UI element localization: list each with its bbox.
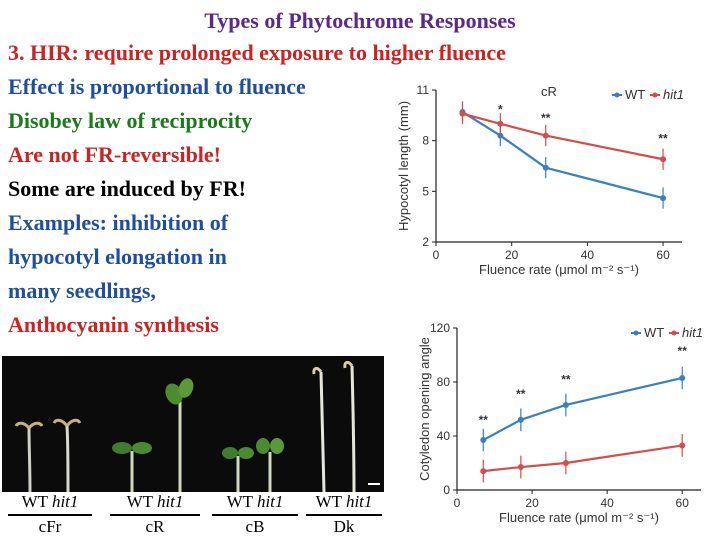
label-wt: WT	[21, 492, 48, 511]
significance-mark: *	[498, 103, 503, 117]
data-point-wt	[660, 195, 667, 202]
bullet-examples-2: hypocotyl elongation in	[8, 244, 227, 269]
label-hit1: hit1	[345, 492, 373, 511]
series-line-hit1	[483, 444, 683, 473]
group-underline	[110, 514, 200, 516]
significance-mark: **	[561, 372, 571, 386]
x-tick-label: 0	[454, 496, 461, 510]
series-line-wt	[482, 376, 683, 442]
bullet-examples-1: Examples: inhibition of	[8, 210, 229, 235]
bullet-not-reversible: Are not FR-reversible!	[8, 142, 222, 167]
x-tick-label: 60	[676, 496, 690, 510]
x-tick-label: 60	[656, 248, 670, 262]
bullet-examples-3: many seedlings,	[8, 278, 156, 303]
group-underline	[8, 514, 92, 516]
seedling-cb-hit1	[256, 438, 284, 492]
label-wt: WT	[226, 492, 253, 511]
chart-title: cR	[541, 84, 557, 99]
y-tick-label: 40	[437, 429, 451, 443]
y-tick-label: 8	[422, 134, 429, 148]
x-tick-label: 20	[505, 248, 519, 262]
bullet-reciprocity: Disobey law of reciprocity	[8, 108, 253, 133]
seedling-dk-hit1	[343, 360, 356, 492]
legend-marker-hit1	[671, 330, 677, 336]
label-condition-cfr: cFr	[38, 516, 62, 536]
data-point-hit1	[480, 468, 487, 475]
seedling-cfr-wt	[14, 421, 44, 492]
hypocotyl-length-chart: 2 5 8 11 0 20 40 60 Fluence rate (μmol m⁻² s⁻¹) H…	[396, 83, 684, 277]
cotyledon-angle-chart: 0 40 80 120 0 20 40 60 Fluence rate (μmol m⁻² s⁻…	[417, 321, 703, 525]
data-point-wt	[497, 132, 504, 139]
seedling-dk-wt	[312, 366, 326, 492]
label-group-cb: WT hit1 cB	[212, 492, 298, 537]
y-tick-label: 120	[430, 321, 450, 335]
data-point-wt	[679, 374, 686, 381]
legend-marker-hit1	[652, 92, 658, 98]
label-condition-cb: cB	[245, 516, 265, 536]
series-line-hit1	[462, 112, 664, 161]
data-point-hit1	[517, 464, 524, 471]
label-condition-cr: cR	[145, 516, 165, 536]
seedling-cr-hit1	[165, 378, 194, 492]
data-point-hit1	[459, 110, 466, 117]
label-wt: WT	[315, 492, 342, 511]
data-point-wt	[517, 416, 524, 423]
seedling-photo	[2, 356, 384, 492]
photo-labels: WT hit1 cFr WT hit1 cR WT hit1 cB WT hit…	[2, 492, 384, 538]
y-tick-label: 5	[422, 184, 429, 198]
data-point-hit1	[562, 460, 569, 466]
label-hit1: hit1	[256, 492, 284, 511]
data-point-hit1	[497, 120, 504, 127]
legend-label-wt: WT	[625, 87, 645, 102]
series-line-wt	[461, 111, 664, 200]
seedling-cb-wt	[222, 447, 254, 492]
y-axis-label: Cotyledon opening angle	[417, 337, 432, 481]
data-point-hit1	[542, 132, 549, 139]
significance-mark: **	[541, 111, 551, 125]
legend-label-hit1: hit1	[682, 325, 703, 340]
data-point-wt	[480, 437, 487, 444]
group-underline	[212, 514, 298, 516]
x-tick-label: 40	[600, 496, 614, 510]
significance-mark: **	[678, 344, 688, 358]
bullet-anthocyanin: Anthocyanin synthesis	[8, 312, 219, 337]
y-tick-label: 11	[417, 83, 430, 97]
data-point-wt	[562, 401, 569, 408]
label-group-dk: WT hit1 Dk	[306, 492, 382, 537]
label-condition-dk: Dk	[333, 516, 355, 536]
data-point-hit1	[660, 156, 667, 163]
significance-mark: **	[479, 413, 489, 427]
y-axis-label: Hypocotyl length (mm)	[396, 101, 411, 231]
y-tick-label: 0	[443, 483, 450, 497]
bullet-hir-definition: 3. HIR: require prolonged exposure to hi…	[8, 40, 506, 65]
label-hit1: hit1	[156, 492, 184, 511]
label-group-cfr: WT hit1 cFr	[8, 492, 92, 537]
data-point-hit1	[679, 442, 686, 449]
group-underline	[306, 514, 382, 516]
label-group-cr: WT hit1 cR	[110, 492, 200, 537]
x-tick-label: 20	[525, 496, 539, 510]
legend-marker-wt	[633, 330, 639, 336]
x-tick-label: 0	[433, 248, 440, 262]
legend-label-hit1: hit1	[663, 87, 684, 102]
significance-mark: **	[516, 387, 526, 401]
data-point-wt	[542, 164, 549, 171]
y-tick-label: 80	[437, 375, 451, 389]
seedling-cfr-hit1	[52, 418, 82, 492]
x-axis-label: Fluence rate (μmol m⁻² s⁻¹)	[499, 510, 659, 525]
x-axis-label: Fluence rate (μmol m⁻² s⁻¹)	[479, 262, 639, 277]
y-tick-label: 2	[422, 235, 429, 249]
bullet-proportional: Effect is proportional to fluence	[8, 74, 306, 99]
significance-mark: **	[658, 131, 668, 145]
slide-title: Types of Phytochrome Responses	[204, 8, 516, 33]
seedling-cr-wt	[112, 442, 152, 492]
bullet-fr-induced: Some are induced by FR!	[8, 176, 246, 201]
legend-label-wt: WT	[644, 325, 664, 340]
label-wt: WT	[126, 492, 153, 511]
x-tick-label: 40	[581, 248, 595, 262]
legend-marker-wt	[614, 92, 620, 98]
label-hit1: hit1	[51, 492, 79, 511]
